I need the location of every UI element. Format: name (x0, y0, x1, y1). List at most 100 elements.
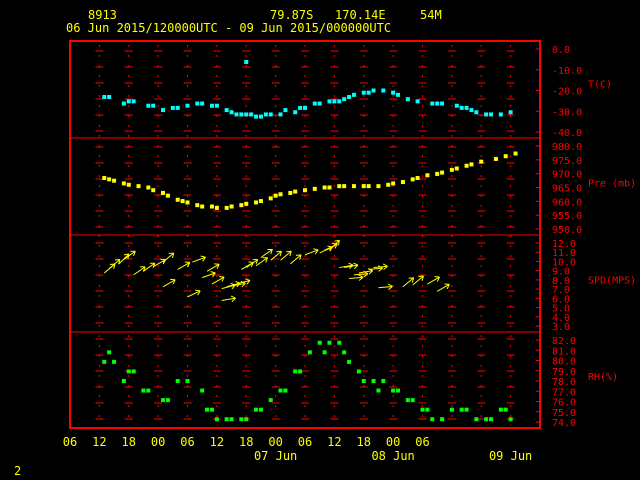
data-point-pres (161, 190, 166, 195)
data-point-pres (425, 173, 430, 178)
wind-barb-shaft (436, 283, 450, 292)
data-point-rh (430, 417, 435, 422)
wind-barb (378, 283, 393, 291)
wind-barb-head (383, 265, 388, 270)
x-date-label: 08 Jun (371, 449, 414, 463)
data-point-pres (327, 185, 332, 190)
wind-barb-shaft (221, 297, 236, 302)
x-tick-label: 06 (415, 435, 429, 449)
data-point-temp (366, 90, 371, 95)
data-point-temp (258, 114, 263, 119)
wind-barb-head (113, 263, 116, 270)
data-point-pres (503, 154, 508, 159)
data-point-pres (229, 204, 234, 209)
data-point-pres (361, 184, 366, 189)
data-point-pres (214, 205, 219, 210)
y-tick-label-wind: 9.0 (552, 267, 570, 278)
data-point-temp (454, 103, 459, 108)
data-point-temp (474, 110, 479, 115)
data-point-pres (224, 205, 229, 210)
x-tick-label: 18 (357, 435, 371, 449)
wind-barb-shaft (329, 239, 340, 251)
data-point-pres (449, 167, 454, 172)
y-tick-label-pres: 960.0 (552, 197, 582, 208)
data-point-pres (102, 175, 107, 180)
data-point-temp (435, 101, 440, 106)
panel-label-pres: Pre (mb) (588, 179, 636, 190)
wind-barb (152, 258, 166, 268)
x-tick-label: 00 (268, 435, 282, 449)
y-tick-label-pres: 970.0 (552, 170, 582, 181)
x-tick-label: 12 (92, 435, 106, 449)
y-tick-label-rh: 79.0 (552, 367, 576, 378)
wind-barb-head (289, 251, 292, 257)
panel-label-temp: T(C) (588, 80, 612, 91)
data-point-rh (381, 379, 386, 383)
data-point-pres (454, 166, 459, 171)
data-point-temp (200, 101, 205, 106)
data-point-rh (102, 359, 107, 364)
data-point-pres (479, 159, 484, 164)
data-point-pres (121, 181, 126, 186)
data-point-pres (126, 182, 131, 187)
wind-barb (143, 262, 156, 272)
wind-barb-shaft (123, 250, 136, 260)
data-point-rh (161, 398, 166, 403)
elevation-readout: 54M (420, 8, 442, 22)
wind-barb-shaft (162, 279, 176, 288)
y-tick-label-wind: 4.0 (552, 313, 570, 324)
data-point-temp (508, 110, 513, 115)
y-tick-label-wind: 5.0 (552, 304, 570, 315)
data-point-pres (258, 199, 263, 204)
wind-barb-head (334, 239, 340, 242)
wind-barb (245, 259, 259, 268)
wind-barb-shaft (192, 256, 206, 263)
wind-barb-head (334, 243, 338, 249)
data-point-rh (322, 350, 327, 355)
wind-barb (206, 263, 220, 272)
wind-barb-head (221, 276, 225, 282)
data-point-temp (342, 97, 347, 102)
data-point-pres (303, 188, 307, 193)
x-date-label: 07 Jun (254, 449, 297, 463)
wind-barb-shaft (206, 263, 220, 272)
data-point-temp (249, 112, 254, 117)
data-point-temp (312, 101, 317, 106)
wind-barb-head (446, 284, 450, 290)
data-point-pres (195, 203, 200, 208)
wind-barb-shaft (143, 262, 156, 272)
data-point-pres (435, 171, 440, 176)
data-point-rh (126, 369, 131, 374)
wind-barb-shaft (255, 257, 268, 267)
data-point-temp (293, 110, 298, 115)
data-point-rh (205, 407, 210, 412)
wind-barb-shaft (344, 264, 359, 269)
wind-barb-shaft (245, 259, 259, 268)
data-point-rh (165, 398, 170, 403)
y-tick-label-pres: 965.0 (552, 184, 582, 195)
data-point-temp (298, 105, 303, 110)
data-point-pres (410, 177, 415, 182)
data-point-pres (337, 184, 342, 189)
data-point-rh (278, 388, 283, 393)
data-point-temp (459, 105, 464, 110)
data-point-temp (283, 108, 288, 113)
wind-barb-shaft (187, 290, 201, 298)
data-point-rh (361, 379, 366, 383)
wind-barb-shaft (412, 275, 424, 286)
panel-label-wind: SPD(MPS) (588, 276, 636, 287)
wind-barb (427, 276, 440, 285)
wind-barb (187, 289, 201, 298)
wind-barb-head (363, 273, 369, 278)
y-tick-label-rh: 82.0 (552, 336, 576, 347)
y-tick-label-temp: -40.0 (552, 128, 582, 139)
data-point-pres (351, 184, 356, 189)
wind-barb (349, 274, 364, 281)
wind-barb-head (358, 274, 364, 278)
data-point-rh (464, 407, 469, 412)
wind-barb (280, 250, 292, 261)
data-point-temp (244, 112, 249, 117)
y-tick-label-wind: 6.0 (552, 294, 570, 305)
wind-barb (339, 262, 354, 269)
